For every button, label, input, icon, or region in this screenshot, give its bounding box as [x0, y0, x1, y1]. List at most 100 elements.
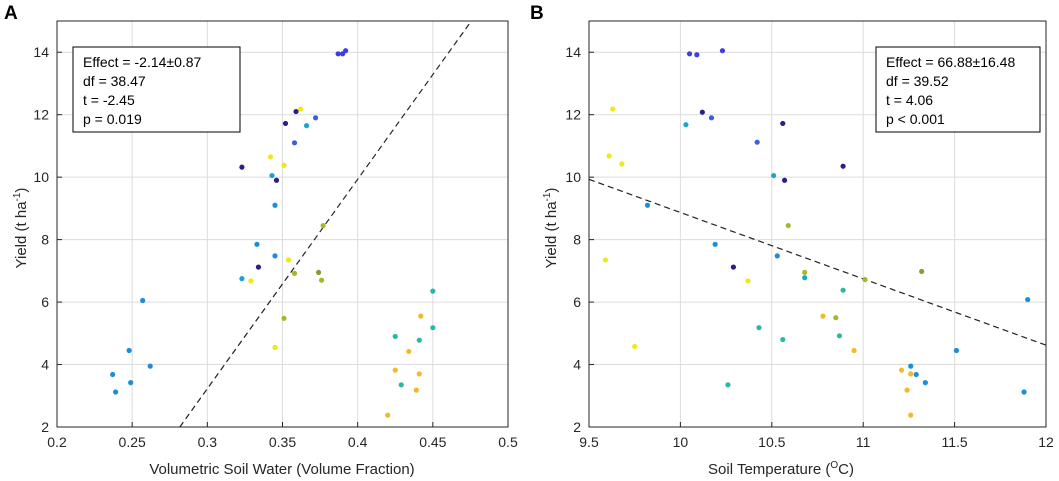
panel-a-y-label-main: Yield (t ha: [13, 201, 30, 269]
panel-a-data-point: [113, 389, 119, 395]
panel-a-data-point: [315, 269, 322, 276]
panel-a-data-point: [413, 387, 419, 393]
panel-b-x-tick-label: 10.5: [758, 434, 785, 450]
panel-b-data-point: [904, 387, 910, 393]
panel-b-stats-frame: [875, 46, 1041, 133]
panel-a-data-point: [312, 115, 319, 121]
panel-b-y-tick-label: 4: [573, 357, 581, 373]
panel-b-data-point: [606, 153, 612, 159]
panel-a-data-point: [430, 288, 436, 294]
panel-a-stat-effect: Effect = -2.14±0.87: [83, 54, 202, 70]
panel-b-data-point: [898, 367, 905, 373]
panel-a-data-point: [406, 348, 412, 355]
panel-b-x-tick-label: 9.5: [579, 434, 599, 450]
panel-a-x-tick-label: 0.35: [269, 434, 296, 450]
panel-b-y-label-main: Yield (t ha: [543, 201, 560, 269]
panel-a-data-point: [416, 337, 422, 343]
panel-b-data-point: [840, 163, 846, 169]
panel-a-letter: A: [4, 3, 18, 24]
panel-b-data-point: [644, 202, 651, 208]
panel-a-y-tick-label: 6: [41, 294, 49, 310]
panel-a-data-point: [267, 154, 274, 160]
panel-a-y-axis-label: Yield (t ha-1): [12, 188, 30, 269]
panel-a-data-point: [392, 367, 398, 373]
panel-b-data-point: [632, 343, 638, 350]
panel-b-data-point: [756, 325, 762, 331]
panel-b-data-point: [913, 371, 919, 378]
panel-a-x-tick-label: 0.45: [419, 434, 446, 450]
panel-a-data-point: [392, 333, 398, 340]
panel-b-data-point: [1021, 389, 1027, 395]
panel-a-stat-df: df = 38.47: [83, 73, 146, 89]
panel-b-points: [602, 48, 1031, 418]
panel-a-data-point: [343, 48, 349, 54]
panel-b-x-label-sup: O: [830, 460, 838, 471]
panel-a-x-ticks: 0.2 0.25 0.3 0.35 0.4 0.45 0.5: [47, 422, 518, 450]
panel-b-data-point: [725, 382, 731, 388]
panel-b-data-point: [908, 371, 914, 377]
panel-a-stats-frame: [72, 46, 241, 133]
panel-b-data-point: [820, 313, 826, 319]
panel-b-x-label-main: Soil Temperature (: [708, 461, 830, 478]
panel-b-data-point: [780, 120, 786, 127]
panel-b-stats-box: Effect = 66.88±16.48 df = 39.52 t = 4.06…: [875, 46, 1041, 133]
panel-a-data-point: [285, 257, 292, 263]
panel-b-data-point: [833, 315, 839, 321]
panel-a-x-tick-label: 0.4: [348, 434, 368, 450]
panel-b-data-point: [730, 264, 737, 270]
panel-a-data-point: [430, 325, 436, 331]
panel-a-data-point: [416, 371, 422, 377]
panel-b-data-point: [802, 275, 808, 281]
panel-b-data-point: [1025, 296, 1031, 303]
panel-a-data-point: [128, 380, 134, 386]
panel-b-data-point: [686, 51, 693, 57]
panel-b-stat-effect: Effect = 66.88±16.48: [886, 54, 1015, 70]
panel-a-data-point: [418, 313, 424, 319]
panel-b-y-tick-label: 2: [573, 419, 581, 435]
panel-b-y-label-close: ): [543, 188, 560, 193]
panel-b-y-tick-label: 14: [565, 44, 581, 60]
panel-a-x-tick-label: 0.5: [498, 434, 518, 450]
panel-b-stat-df: df = 39.52: [886, 73, 949, 89]
panel-a-data-point: [273, 177, 280, 183]
panel-a-y-tick-label: 10: [33, 169, 49, 185]
panel-a-data-point: [255, 264, 262, 270]
panel-b-data-point: [840, 287, 846, 293]
panel-a-data-point: [254, 241, 260, 247]
panel-a-y-ticks: 2 4 6 8 10 12 14: [33, 44, 62, 435]
panel-a-stat-t: t = -2.45: [83, 92, 135, 108]
panel-b-data-point: [619, 161, 625, 167]
panel-a-y-tick-label: 2: [41, 419, 49, 435]
panel-a-data-point: [297, 106, 304, 112]
panel-b-data-point: [781, 177, 788, 183]
panel-a-points: [110, 48, 436, 418]
panel-a-y-label-sup: -1: [12, 192, 23, 201]
panel-a-data-point: [293, 108, 299, 115]
panel-b-data-point: [919, 268, 925, 275]
panel-a-data-point: [335, 51, 341, 57]
panel-b-stat-p: p < 0.001: [886, 111, 945, 127]
panel-a-data-point: [303, 123, 310, 129]
panel-a-stats-box: Effect = -2.14±0.87 df = 38.47 t = -2.45…: [72, 46, 241, 133]
panel-b-y-tick-label: 8: [573, 232, 581, 248]
panel-b-fit-line: [588, 178, 1047, 346]
panel-b-y-tick-label: 6: [573, 294, 581, 310]
panel-a-data-point: [272, 253, 278, 259]
panel-b-y-axis-label: Yield (t ha-1): [542, 188, 560, 269]
panel-b-data-point: [836, 333, 843, 339]
panel-a-y-tick-label: 12: [33, 107, 49, 123]
panel-a-y-tick-label: 14: [33, 44, 49, 60]
panel-b-data-point: [780, 336, 786, 343]
panel-b-data-point: [802, 269, 808, 276]
panel-a-data-point: [385, 412, 391, 418]
panel-a-y-label-close: ): [13, 188, 30, 193]
panel-b-data-point: [712, 241, 718, 247]
panel-b-x-tick-label: 10: [673, 434, 689, 450]
panel-b-x-tick-label: 12: [1038, 434, 1054, 450]
panel-a-x-tick-label: 0.25: [119, 434, 146, 450]
panel-a-x-tick-label: 0.2: [47, 434, 67, 450]
panel-b-data-point: [708, 115, 715, 121]
panel-b-data-point: [774, 253, 780, 259]
panel-b-x-axis-label: Soil Temperature (OC): [708, 460, 854, 478]
